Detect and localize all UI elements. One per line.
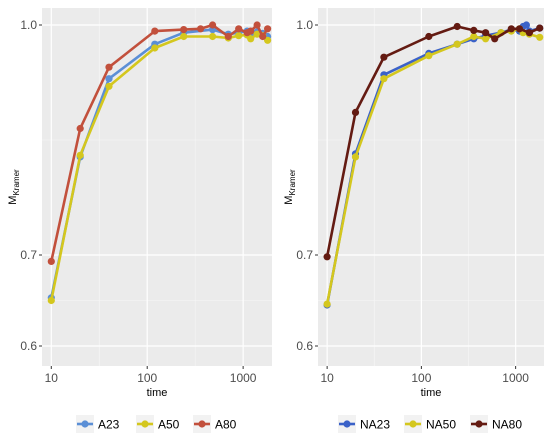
data-point-A50: [151, 44, 159, 52]
data-point-NA50: [482, 35, 490, 43]
y-tick-label: 0.6: [20, 339, 37, 353]
legend-label: A50: [158, 418, 180, 432]
legend-item-NA80: NA80: [470, 415, 522, 433]
chart-panel-left: 10 100 1000 0.6 0.7 1.0 time MKramer: [7, 8, 272, 399]
data-point-A80: [235, 25, 243, 33]
legend-label: A80: [215, 418, 237, 432]
legend-item-A23: A23: [76, 415, 120, 433]
x-tick-label: 1000: [502, 371, 529, 385]
legend-item-NA23: NA23: [338, 415, 390, 433]
data-point-NA80: [507, 25, 515, 33]
data-point-NA80: [351, 108, 360, 116]
y-tick-label: 1.0: [296, 18, 313, 32]
legend-key-point: [198, 420, 206, 428]
data-point-NA80: [482, 29, 490, 37]
data-point-A50: [105, 82, 113, 90]
plot-background: [42, 8, 272, 366]
x-tick-label: 10: [45, 371, 59, 385]
data-point-NA80: [515, 25, 524, 33]
legend-key-point: [475, 420, 483, 428]
data-point-NA50: [470, 32, 478, 41]
data-point-A50: [247, 35, 255, 43]
y-tick-label: 1.0: [20, 18, 37, 32]
data-point-NA50: [536, 33, 544, 41]
data-point-A80: [151, 27, 159, 35]
series-NA80: [323, 22, 544, 261]
data-point-A80: [259, 32, 267, 41]
data-point-A23: [105, 75, 113, 83]
legend-key-point: [343, 420, 351, 428]
data-point-A50: [264, 36, 272, 44]
data-point-NA80: [425, 32, 433, 41]
data-point-NA80: [453, 22, 461, 31]
data-point-NA23: [522, 21, 531, 29]
y-tick-label: 0.6: [296, 339, 313, 353]
data-point-A50: [47, 296, 55, 305]
data-point-A80: [247, 27, 255, 35]
legend-item-A80: A80: [193, 415, 237, 433]
legend-label: NA23: [360, 418, 390, 432]
y-tick-label: 0.7: [20, 248, 37, 262]
legend-key-point: [81, 420, 89, 428]
data-point-NA80: [525, 29, 534, 37]
data-point-A50: [180, 32, 188, 41]
data-point-NA80: [380, 53, 388, 61]
data-point-A80: [76, 124, 84, 133]
data-point-A80: [264, 25, 272, 33]
x-axis-title: time: [421, 387, 442, 399]
legend-item-NA50: NA50: [404, 415, 456, 433]
plot-background: [318, 8, 544, 366]
x-tick-label: 100: [137, 371, 157, 385]
data-point-NA50: [425, 52, 433, 60]
data-point-A80: [180, 26, 188, 34]
data-point-NA80: [491, 35, 499, 43]
y-axis-title-main: M: [7, 196, 19, 205]
legend-key-point: [409, 420, 417, 428]
legend-key-point: [141, 420, 149, 428]
y-axis-title-subscript: Kramer: [12, 169, 21, 196]
data-point-NA80: [470, 26, 478, 34]
data-point-NA50: [453, 40, 461, 48]
legend-label: NA50: [426, 418, 456, 432]
y-axis-title: MKramer: [7, 169, 21, 205]
data-point-A80: [209, 21, 217, 29]
data-point-A80: [105, 63, 113, 71]
data-point-A80: [253, 21, 261, 29]
data-point-A50: [76, 151, 84, 159]
series-A80: [47, 21, 272, 265]
chart-panel-right: 10 100 1000 0.6 0.7 1.0 time MKramer: [283, 8, 544, 399]
data-point-A50: [209, 32, 217, 41]
y-tick-label: 0.7: [296, 248, 313, 262]
data-point-NA50: [351, 153, 360, 161]
data-point-A80: [224, 32, 232, 41]
x-axis-title: time: [147, 387, 168, 399]
y-axis-title-subscript: Kramer: [288, 169, 297, 196]
x-tick-label: 1000: [230, 371, 257, 385]
y-axis-title-main: M: [283, 196, 295, 205]
data-point-NA50: [380, 75, 388, 83]
x-tick-label: 100: [411, 371, 431, 385]
y-axis-title: MKramer: [283, 169, 297, 205]
legend-label: A23: [98, 418, 120, 432]
data-point-A80: [197, 25, 205, 33]
data-point-A80: [47, 257, 55, 265]
x-tick-label: 10: [320, 371, 334, 385]
data-point-NA80: [323, 253, 331, 261]
legend-item-A50: A50: [136, 415, 180, 433]
data-point-A50: [253, 30, 261, 38]
data-point-A50: [235, 32, 243, 40]
legend-label: NA80: [492, 418, 522, 432]
data-point-NA80: [536, 24, 544, 32]
data-point-NA50: [323, 300, 331, 308]
